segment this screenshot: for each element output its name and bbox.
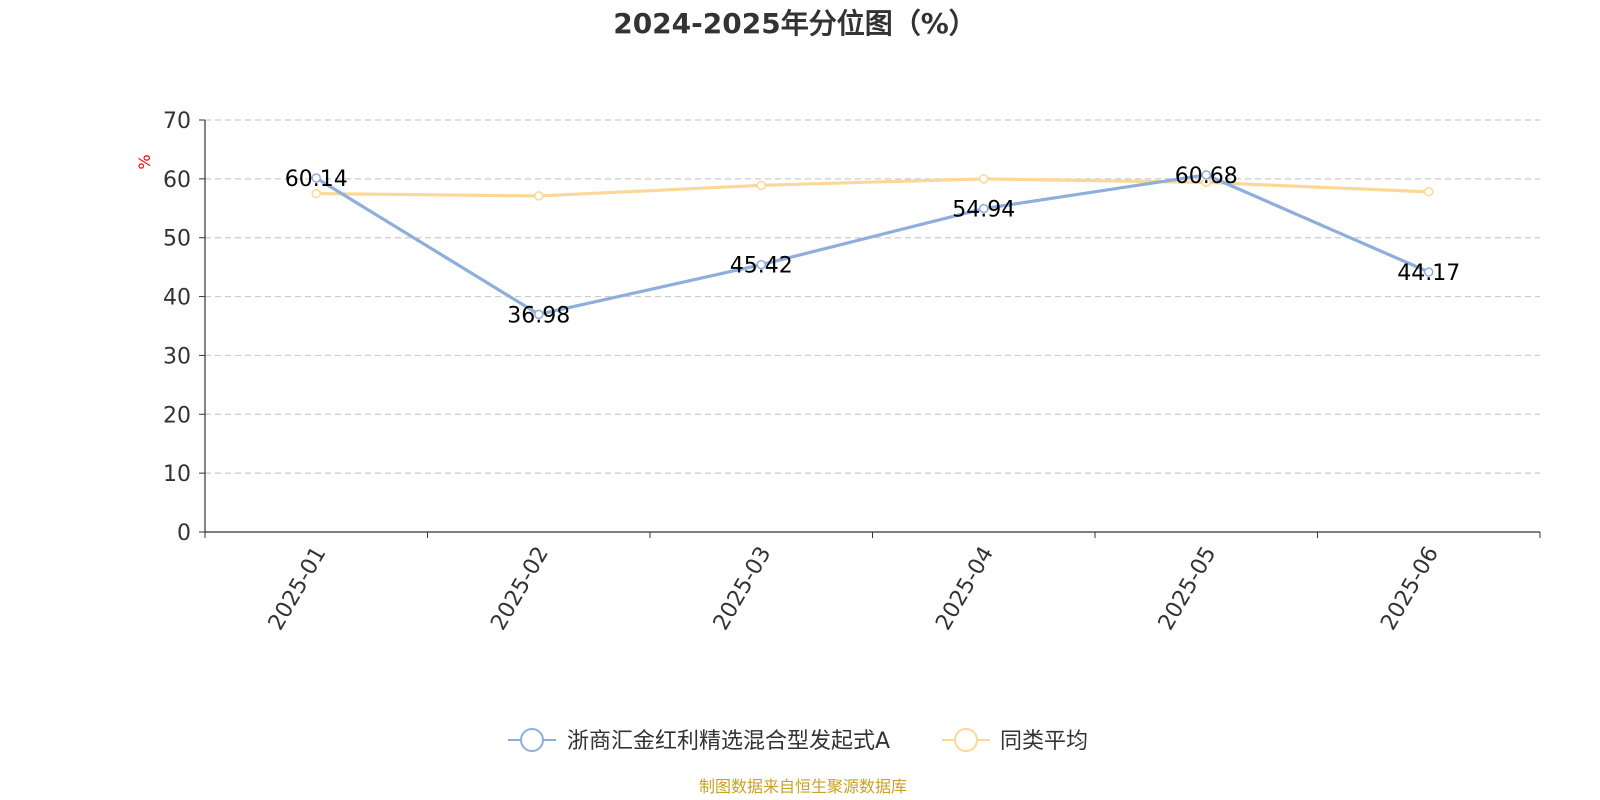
data-label: 45.42 xyxy=(730,254,793,279)
x-tick-label: 2025-03 xyxy=(709,543,777,635)
series-1-point[interactable] xyxy=(311,173,321,183)
data-label: 60.68 xyxy=(1175,164,1238,189)
y-axis-label: % xyxy=(135,154,154,169)
y-tick-label: 30 xyxy=(163,344,191,369)
y-tick-label: 20 xyxy=(163,403,191,428)
series-2-point[interactable] xyxy=(1424,187,1434,197)
legend-marker-series-2 xyxy=(954,728,978,752)
chart-title: 2024-2025年分位图（%） xyxy=(613,7,977,40)
data-label: 44.17 xyxy=(1397,261,1460,286)
y-tick-label: 50 xyxy=(163,227,191,252)
series xyxy=(311,170,1434,320)
legend-label-series-2: 同类平均 xyxy=(1000,729,1088,754)
grid xyxy=(205,119,1540,474)
y-tick-label: 10 xyxy=(163,462,191,487)
legend-item-series-1[interactable]: 浙商汇金红利精选混合型发起式A xyxy=(508,728,890,754)
series-1-point[interactable] xyxy=(979,203,989,214)
y-tick-label: 60 xyxy=(163,168,191,193)
series-2-point[interactable] xyxy=(756,180,766,191)
series-line-2 xyxy=(316,177,1429,198)
x-tick-label: 2025-04 xyxy=(931,543,999,635)
series-line-1 xyxy=(315,173,1430,316)
x-tick-label: 2025-02 xyxy=(486,543,554,635)
data-label: 54.94 xyxy=(952,198,1015,223)
y-tick-label: 0 xyxy=(177,521,191,546)
series-2-point[interactable] xyxy=(534,191,544,201)
series-1-point[interactable] xyxy=(756,259,766,270)
data-labels: 60.14 36.98 45.42 54.94 60.68 44.17 xyxy=(285,164,1460,328)
legend-label-series-1: 浙商汇金红利精选混合型发起式A xyxy=(567,729,890,754)
x-tick-label: 2025-05 xyxy=(1154,543,1222,635)
series-2-point[interactable] xyxy=(311,188,321,199)
y-tick-label: 40 xyxy=(163,286,191,311)
series-2-point[interactable] xyxy=(979,174,989,184)
series-1-point[interactable] xyxy=(1201,170,1211,180)
legend: 浙商汇金红利精选混合型发起式A 同类平均 xyxy=(508,728,1088,754)
x-tick-label: 2025-01 xyxy=(264,543,332,635)
y-tick-label: 70 xyxy=(163,109,191,134)
data-source-note: 制图数据来自恒生聚源数据库 xyxy=(699,777,907,796)
x-tick-label: 2025-06 xyxy=(1376,543,1444,635)
series-1-point[interactable] xyxy=(534,309,544,320)
data-label: 60.14 xyxy=(285,167,348,192)
data-label: 36.98 xyxy=(507,303,570,328)
series-1-point[interactable] xyxy=(1424,267,1434,277)
legend-item-series-2[interactable]: 同类平均 xyxy=(942,728,1088,754)
legend-marker-series-1 xyxy=(520,728,544,752)
